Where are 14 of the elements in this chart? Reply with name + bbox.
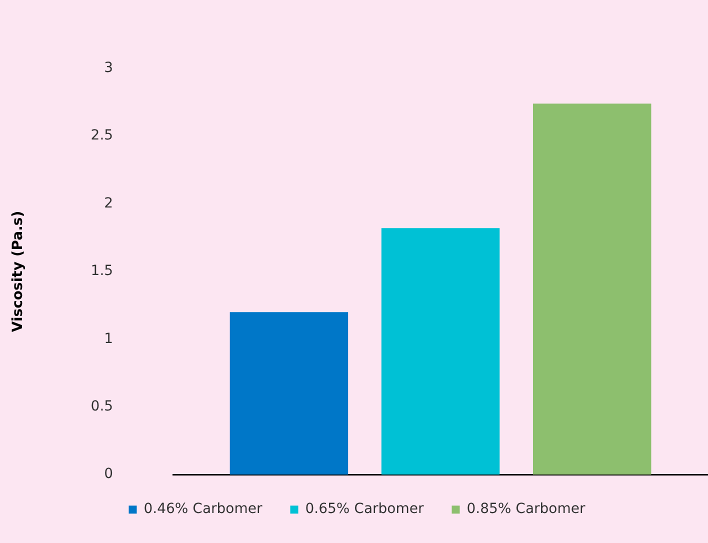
- y-tick-label: 1: [104, 330, 114, 347]
- y-tick-label: 0.5: [90, 398, 114, 415]
- bar: [532, 104, 652, 475]
- y-tick-label: 2: [104, 195, 114, 212]
- y-axis-title: Viscosity (Pa.s): [10, 210, 26, 332]
- legend-label: 0.85% Carbomer: [466, 501, 586, 518]
- y-tick-label: 0: [104, 466, 114, 482]
- bar: [230, 312, 348, 475]
- y-tick-label: 1.5: [90, 263, 114, 280]
- legend-label: 0.65% Carbomer: [305, 501, 424, 518]
- y-tick-label: 3: [104, 60, 114, 76]
- legend-label: 0.46% Carbomer: [144, 501, 262, 518]
- y-tick-label: 2.5: [90, 128, 114, 144]
- bar: [381, 228, 500, 475]
